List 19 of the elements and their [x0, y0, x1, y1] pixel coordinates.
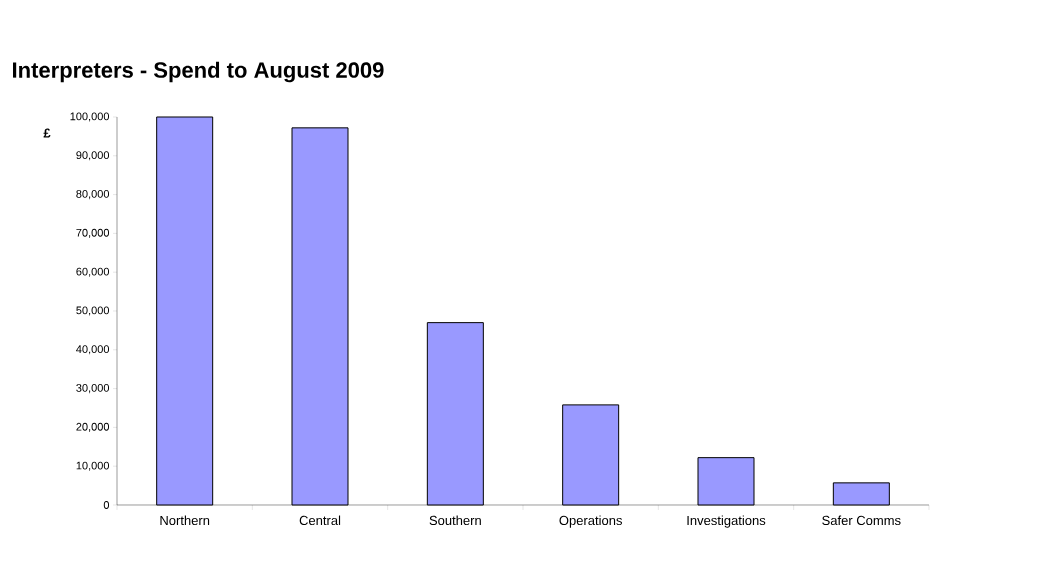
- x-tick-label: Northern: [160, 515, 210, 526]
- y-tick-label: 100,000: [70, 112, 110, 122]
- x-tick-label: Central: [299, 515, 341, 526]
- x-tick-label: Southern: [429, 515, 481, 526]
- x-tick-label: Investigations: [687, 515, 766, 528]
- y-tick-label: 20,000: [76, 422, 110, 432]
- y-tick-label: 90,000: [76, 151, 110, 161]
- y-tick-label: 80,000: [76, 190, 110, 200]
- y-tick-label: 50,000: [76, 306, 110, 316]
- chart-title: Interpreters - Spend to August 2009: [13, 61, 384, 83]
- y-tick-label: 30,000: [76, 384, 110, 394]
- x-tick-label: Operations: [559, 515, 622, 528]
- y-tick-label: 70,000: [76, 228, 110, 238]
- y-tick-label: 0: [103, 501, 110, 509]
- x-tick-label: Safer Comms: [822, 515, 901, 526]
- y-tick-label: 40,000: [76, 345, 110, 355]
- y-axis-title: £: [43, 128, 51, 138]
- y-tick-label: 10,000: [76, 461, 110, 471]
- y-tick-label: 60,000: [76, 267, 110, 277]
